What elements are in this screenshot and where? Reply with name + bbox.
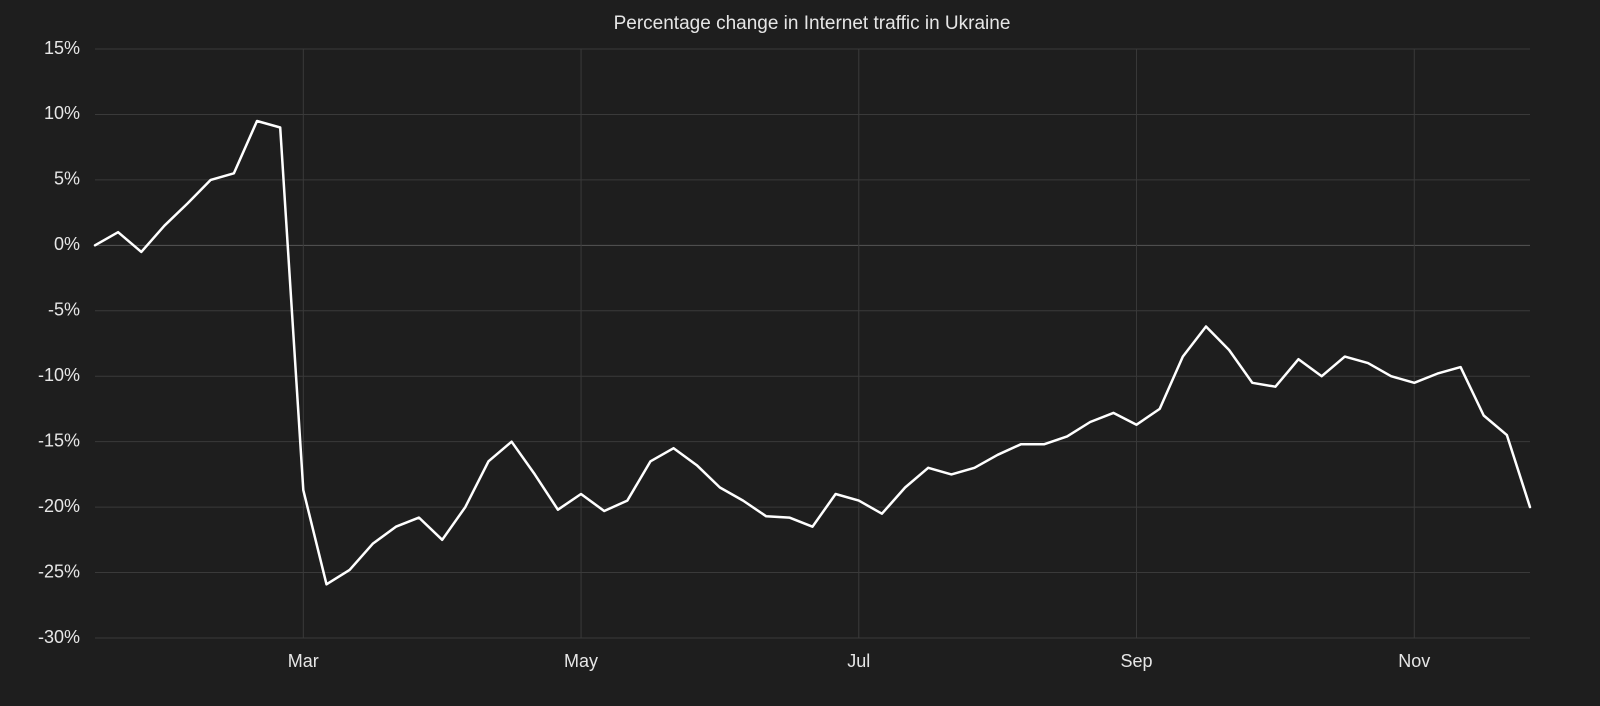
y-tick-label: -5% <box>48 300 80 320</box>
x-tick-label: Jul <box>847 651 870 671</box>
y-tick-label: 0% <box>54 234 80 254</box>
y-tick-label: -10% <box>38 365 80 385</box>
x-tick-label: Sep <box>1121 651 1153 671</box>
y-tick-label: 10% <box>44 103 80 123</box>
data-line <box>93 119 1532 586</box>
y-tick-label: -30% <box>38 627 80 647</box>
y-tick-label: -20% <box>38 496 80 516</box>
x-tick-label: Nov <box>1398 651 1430 671</box>
x-tick-label: May <box>564 651 598 671</box>
y-tick-label: 5% <box>54 169 80 189</box>
y-tick-label: -25% <box>38 561 80 581</box>
chart-title: Percentage change in Internet traffic in… <box>614 13 1011 34</box>
y-tick-label: -15% <box>38 430 80 450</box>
y-tick-label: 15% <box>44 38 80 58</box>
x-tick-label: Mar <box>288 651 319 671</box>
